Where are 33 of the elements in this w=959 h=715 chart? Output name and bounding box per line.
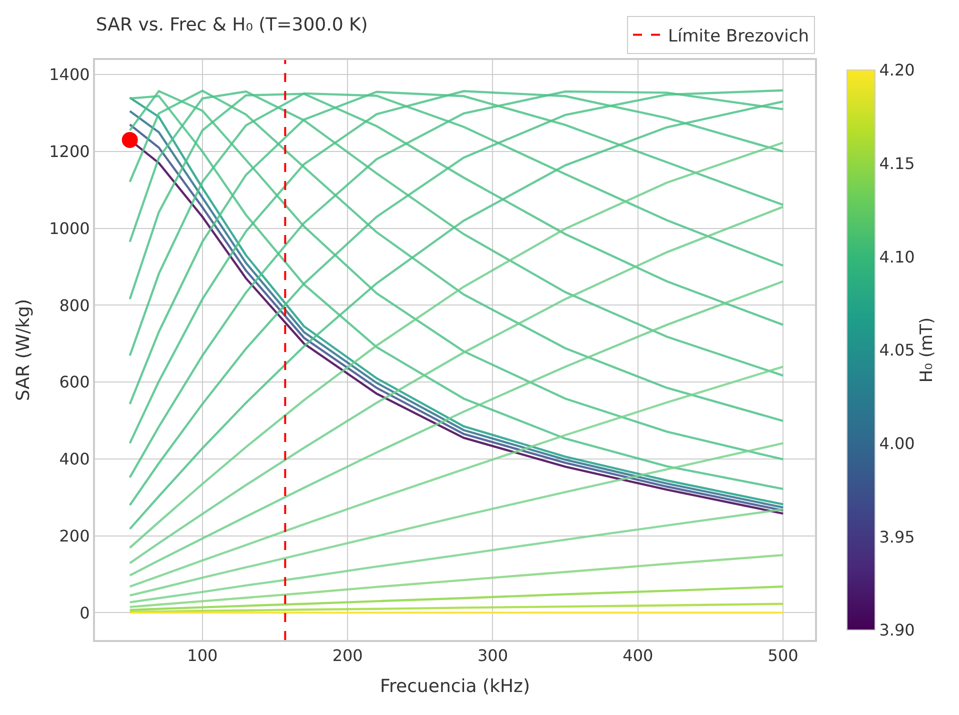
legend-label: Límite Brezovich [668, 26, 809, 46]
y-tick-label: 600 [59, 372, 90, 392]
y-tick-label: 400 [59, 450, 90, 469]
x-tick-label: 500 [768, 646, 798, 666]
y-tick-label: 1000 [49, 218, 90, 238]
line-series [128, 366, 784, 588]
color-bar-label: 4.00 [879, 434, 915, 453]
color-bar-title: H₀ (mT) [916, 317, 937, 383]
y-tick-label: 200 [59, 526, 90, 546]
line-series [128, 508, 784, 604]
line-series [128, 554, 784, 608]
color-bar-label: 4.10 [879, 247, 915, 266]
y-axis-title: SAR (W/kg) [12, 298, 34, 402]
x-tick-label: 400 [622, 646, 654, 666]
color-bar-label: 4.15 [879, 154, 915, 173]
line-series [128, 585, 784, 612]
line-series [128, 602, 784, 614]
color-bar-label: 3.90 [879, 620, 915, 640]
x-tick-label: 300 [477, 646, 508, 666]
line-series [128, 206, 784, 564]
x-axis-title: Frecuencia (kHz) [380, 676, 530, 697]
color-bar-label: 4.05 [879, 340, 915, 360]
x-tick-label: 200 [332, 646, 363, 666]
line-series [128, 442, 784, 597]
y-tick-label: 0 [80, 603, 90, 622]
line-series [128, 280, 784, 577]
y-tick-label: 1200 [49, 142, 90, 162]
y-tick-label: 800 [59, 296, 90, 315]
y-tick-label: 1400 [49, 65, 90, 84]
x-tick-label: 100 [187, 646, 218, 666]
color-bar-label: 3.95 [879, 527, 915, 546]
chart-title: SAR vs. Frec & H₀ (T=300.0 K) [96, 14, 368, 36]
color-bar-label: 4.20 [879, 60, 915, 80]
